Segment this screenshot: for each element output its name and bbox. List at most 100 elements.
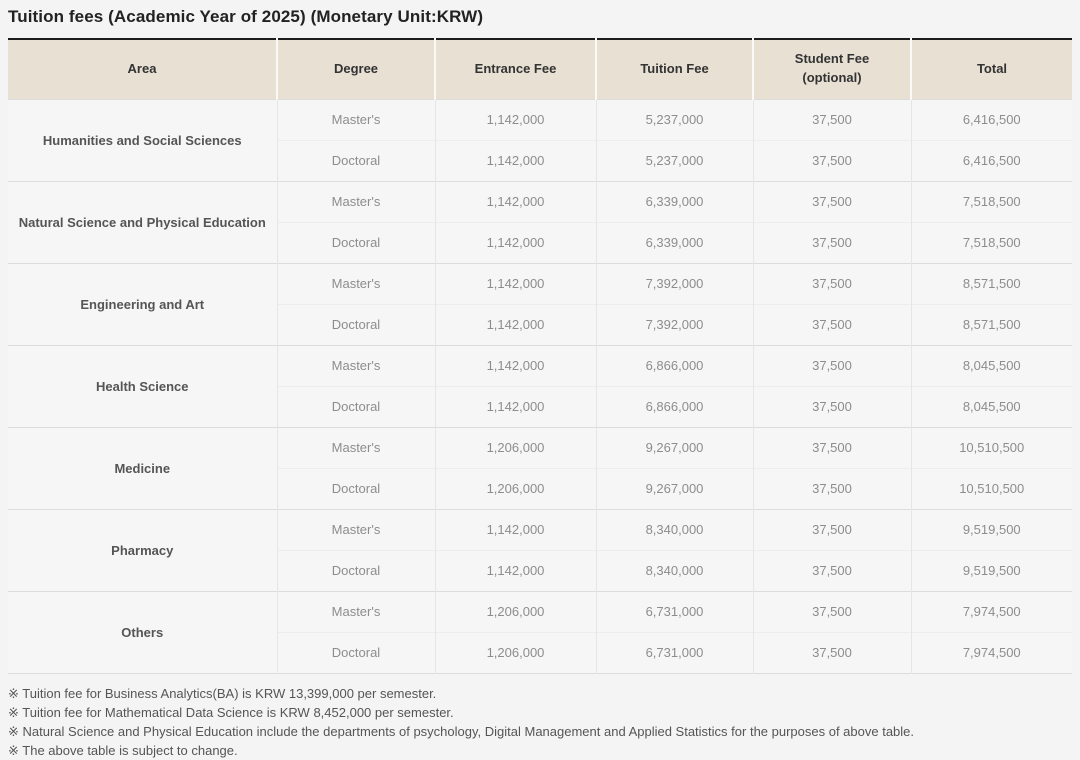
degree-cell: Doctoral: [277, 139, 436, 181]
total-cell: 6,416,500: [911, 98, 1072, 140]
area-cell: Medicine: [8, 426, 278, 509]
degree-cell: Master's: [277, 98, 436, 140]
student-fee-cell: 37,500: [753, 631, 912, 673]
student-fee-cell: 37,500: [753, 221, 912, 263]
table-row: Doctoral 1,206,000 9,267,000 37,500 10,510,5…: [8, 467, 1072, 509]
column-header-tuition-fee: Tuition Fee: [596, 38, 754, 99]
entrance-fee-cell: 1,142,000: [435, 180, 597, 222]
tuition-fee-cell: 5,237,000: [596, 98, 754, 140]
entrance-fee-cell: 1,142,000: [435, 385, 597, 427]
table-body: Humanities and Social Sciences Master's 1,…: [8, 98, 1072, 673]
total-cell: 7,974,500: [911, 590, 1072, 632]
entrance-fee-cell: 1,142,000: [435, 139, 597, 181]
entrance-fee-cell: 1,142,000: [435, 508, 597, 550]
table-row: Humanities and Social Sciences Master's 1,…: [8, 98, 1072, 181]
student-fee-cell: 37,500: [753, 98, 912, 140]
table-row: Medicine Master's 1,206,000 9,267,000 37,500…: [8, 426, 1072, 509]
entrance-fee-cell: 1,206,000: [435, 467, 597, 509]
degree-cell: Doctoral: [277, 549, 436, 591]
footnote: ※ Tuition fee for Mathematical Data Scie…: [8, 704, 454, 720]
tuition-fee-cell: 9,267,000: [596, 467, 754, 509]
entrance-fee-cell: 1,142,000: [435, 344, 597, 386]
table-row: Doctoral 1,142,000 6,339,000 37,500 7,518,50…: [8, 221, 1072, 263]
table-header: Area Degree Entrance Fee Tuition Fee Student…: [8, 38, 1072, 99]
total-cell: 8,045,500: [911, 385, 1072, 427]
entrance-fee-cell: 1,142,000: [435, 262, 597, 304]
entrance-fee-cell: 1,142,000: [435, 549, 597, 591]
area-cell: Others: [8, 590, 278, 673]
entrance-fee-cell: 1,206,000: [435, 590, 597, 632]
entrance-fee-cell: 1,142,000: [435, 98, 597, 140]
entrance-fee-cell: 1,142,000: [435, 303, 597, 345]
total-cell: 8,045,500: [911, 344, 1072, 386]
entrance-fee-cell: 1,142,000: [435, 221, 597, 263]
area-cell: Humanities and Social Sciences: [8, 98, 278, 181]
total-cell: 9,519,500: [911, 549, 1072, 591]
table-row: Engineering and Art Master's 1,142,000 7,39…: [8, 262, 1072, 345]
entrance-fee-cell: 1,206,000: [435, 631, 597, 673]
degree-cell: Master's: [277, 180, 436, 222]
student-fee-cell: 37,500: [753, 385, 912, 427]
total-cell: 7,518,500: [911, 180, 1072, 222]
tuition-fee-cell: 6,339,000: [596, 180, 754, 222]
area-cell: Pharmacy: [8, 508, 278, 591]
student-fee-cell: 37,500: [753, 139, 912, 181]
column-header-entrance-fee: Entrance Fee: [435, 38, 597, 99]
student-fee-cell: 37,500: [753, 303, 912, 345]
table-row: Doctoral 1,142,000 7,392,000 37,500 8,571,50…: [8, 303, 1072, 345]
tuition-fee-cell: 7,392,000: [596, 303, 754, 345]
student-fee-cell: 37,500: [753, 426, 912, 468]
table-row: Doctoral 1,142,000 5,237,000 37,500 6,416,50…: [8, 139, 1072, 181]
column-header-label: Entrance Fee: [474, 60, 557, 76]
entrance-fee-cell: 1,206,000: [435, 426, 597, 468]
student-fee-cell: 37,500: [753, 344, 912, 386]
degree-cell: Doctoral: [277, 303, 436, 345]
tuition-fee-cell: 8,340,000: [596, 508, 754, 550]
column-header-sublabel: (optional): [802, 70, 862, 86]
table-row: Others Master's 1,206,000 6,731,000 37,500 7,…: [8, 590, 1072, 673]
table-row: Doctoral 1,142,000 6,866,000 37,500 8,045,50…: [8, 385, 1072, 427]
tuition-fee-cell: 6,339,000: [596, 221, 754, 263]
table-row: Doctoral 1,206,000 6,731,000 37,500 7,974,50…: [8, 631, 1072, 673]
page-title: Tuition fees (Academic Year of 2025) (Mo…: [8, 7, 484, 26]
tuition-fee-cell: 8,340,000: [596, 549, 754, 591]
degree-cell: Master's: [277, 508, 436, 550]
footnote: ※ Natural Science and Physical Education…: [8, 723, 915, 739]
total-cell: 7,974,500: [911, 631, 1072, 673]
tuition-fee-cell: 5,237,000: [596, 139, 754, 181]
total-cell: 9,519,500: [911, 508, 1072, 550]
tuition-fees-table: Area Degree Entrance Fee Tuition Fee Student…: [8, 38, 1072, 674]
area-cell: Health Science: [8, 344, 278, 427]
area-cell: Natural Science and Physical Education: [8, 180, 278, 263]
student-fee-cell: 37,500: [753, 262, 912, 304]
tuition-fee-cell: 9,267,000: [596, 426, 754, 468]
total-cell: 6,416,500: [911, 139, 1072, 181]
column-header-label: Degree: [333, 60, 379, 76]
student-fee-cell: 37,500: [753, 467, 912, 509]
footnote: ※ The above table is subject to change.: [8, 742, 238, 758]
degree-cell: Master's: [277, 426, 436, 468]
student-fee-cell: 37,500: [753, 180, 912, 222]
column-header-total: Total: [911, 38, 1072, 99]
degree-cell: Master's: [277, 344, 436, 386]
degree-cell: Doctoral: [277, 221, 436, 263]
student-fee-cell: 37,500: [753, 590, 912, 632]
tuition-fee-cell: 6,731,000: [596, 631, 754, 673]
total-cell: 8,571,500: [911, 303, 1072, 345]
table-row: Health Science Master's 1,142,000 6,866,000…: [8, 344, 1072, 427]
tuition-fee-cell: 6,866,000: [596, 344, 754, 386]
column-header-student-fee: Student Fee (optional): [753, 38, 912, 99]
footnotes: ※ Tuition fee for Business Analytics(BA)…: [8, 684, 1072, 760]
total-cell: 8,571,500: [911, 262, 1072, 304]
column-header-area: Area: [8, 38, 278, 99]
column-header-degree: Degree: [277, 38, 436, 99]
table-row: Pharmacy Master's 1,142,000 8,340,000 37,500…: [8, 508, 1072, 591]
table-row: Doctoral 1,142,000 8,340,000 37,500 9,519,50…: [8, 549, 1072, 591]
degree-cell: Master's: [277, 590, 436, 632]
total-cell: 10,510,500: [911, 426, 1072, 468]
degree-cell: Doctoral: [277, 467, 436, 509]
area-cell: Engineering and Art: [8, 262, 278, 345]
student-fee-cell: 37,500: [753, 549, 912, 591]
column-header-label: Tuition Fee: [640, 60, 709, 76]
table-header-row: Area Degree Entrance Fee Tuition Fee Student…: [8, 38, 1072, 99]
